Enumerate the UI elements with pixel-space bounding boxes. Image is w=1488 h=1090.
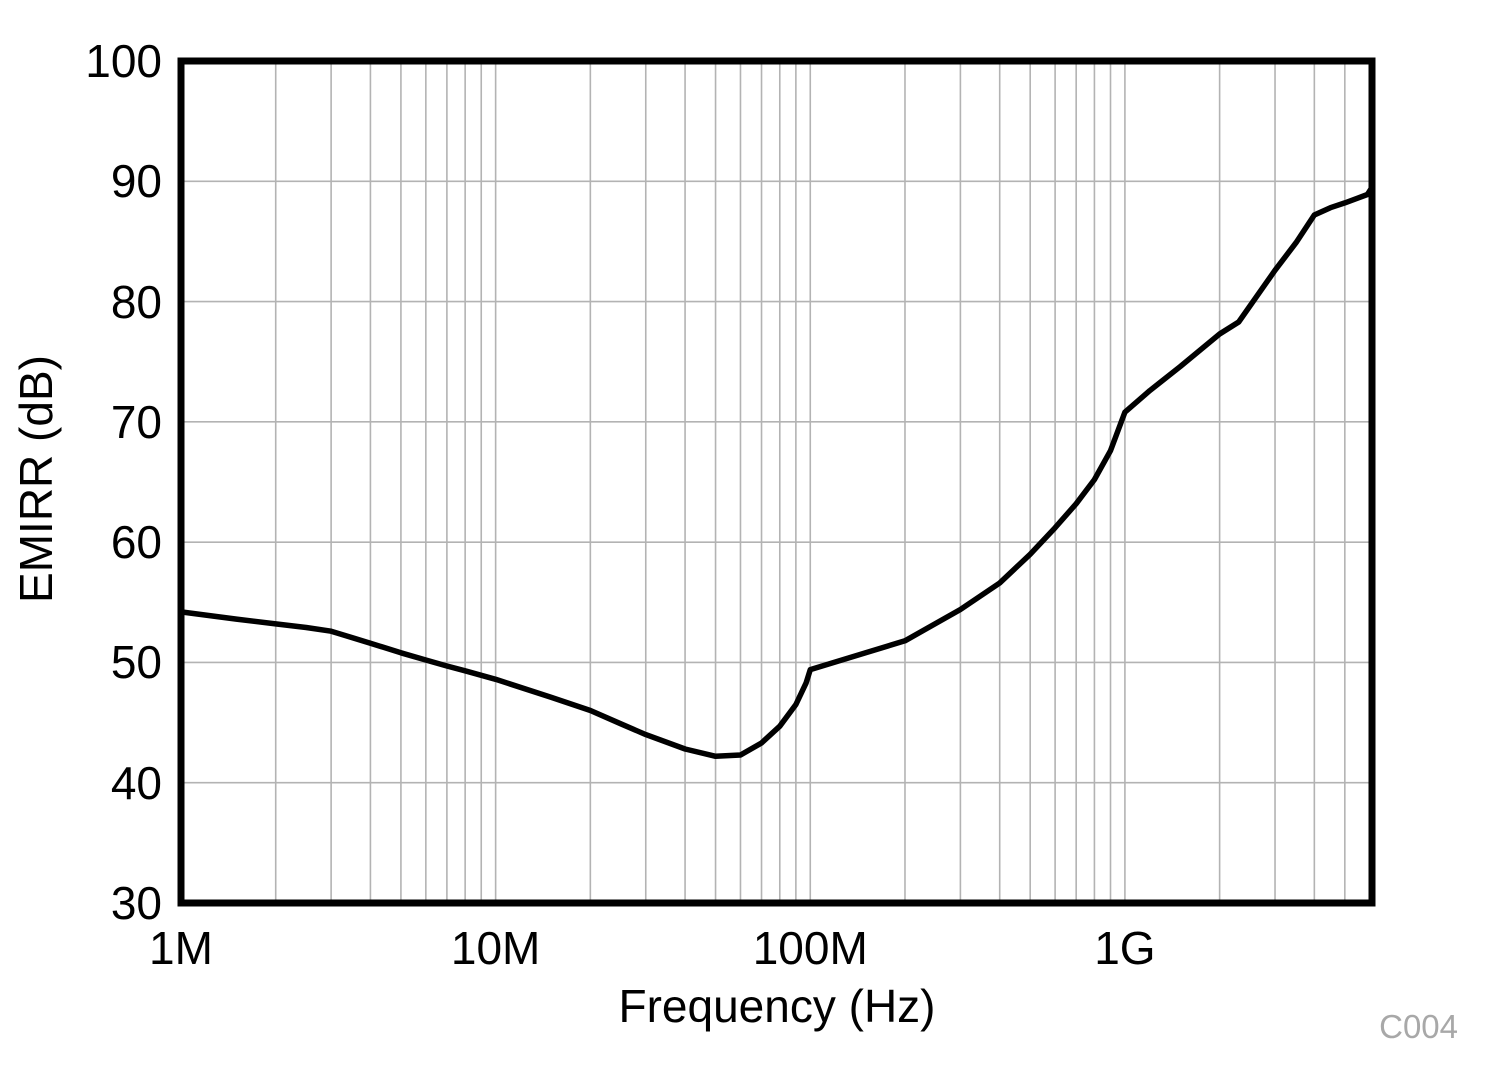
x-axis-title: Frequency (Hz)	[618, 980, 936, 1032]
y-tick-label: 80	[110, 275, 162, 328]
y-tick-label: 90	[110, 155, 162, 208]
grid-layer	[181, 61, 1372, 903]
emirr-curve	[180, 185, 1375, 760]
plot-frame	[177, 57, 1376, 907]
x-tick-label: 1G	[1094, 922, 1156, 974]
x-tick-label: 1M	[149, 922, 213, 974]
y-tick-label: 40	[110, 756, 162, 809]
figure-code-label: C004	[1379, 1008, 1458, 1045]
x-tick-label: 10M	[450, 922, 541, 974]
y-tick-label: 60	[110, 516, 162, 569]
y-tick-label: 30	[110, 877, 162, 929]
x-tick-label: 100M	[752, 922, 868, 974]
y-axis-title: EMIRR (dB)	[10, 355, 62, 603]
y-tick-label: 100	[85, 35, 162, 87]
y-tick-label: 50	[110, 636, 162, 689]
y-tick-label: 70	[110, 395, 162, 448]
